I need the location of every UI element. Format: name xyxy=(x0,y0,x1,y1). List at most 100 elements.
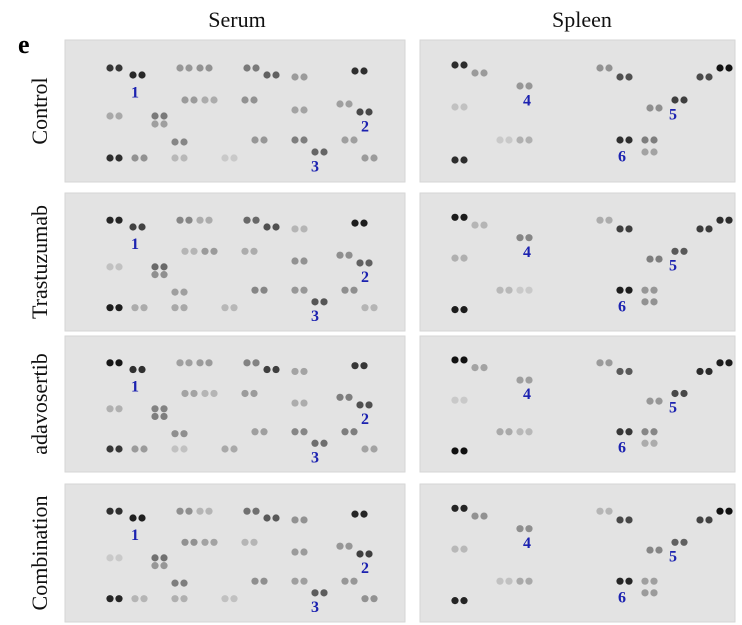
blot-spot xyxy=(370,445,377,452)
blot-spot xyxy=(705,73,712,80)
blot-spot xyxy=(370,304,377,311)
blot-spot xyxy=(272,71,279,78)
blot-panel: 123 xyxy=(65,193,405,331)
spot-number: 3 xyxy=(311,449,319,466)
blot-spot xyxy=(252,64,259,71)
spot-number: 3 xyxy=(311,599,319,616)
blot-spot xyxy=(451,597,458,604)
blot-spot xyxy=(160,271,167,278)
blot-spot xyxy=(370,595,377,602)
blot-spot xyxy=(596,217,603,224)
blot-spot xyxy=(365,550,372,557)
blot-spot xyxy=(138,223,145,230)
blot-spot xyxy=(605,64,612,71)
blot-spot xyxy=(360,362,367,369)
blot-spot xyxy=(291,548,298,555)
panel-label: e xyxy=(18,30,30,59)
blot-spot xyxy=(241,390,248,397)
blot-spot xyxy=(196,359,203,366)
blot-spot xyxy=(252,217,259,224)
spot-number: 2 xyxy=(361,119,369,136)
blot-spot xyxy=(650,578,657,585)
blot-spot xyxy=(160,112,167,119)
blot-spot xyxy=(129,366,136,373)
blot-spot xyxy=(625,225,632,232)
spot-number: 2 xyxy=(361,269,369,286)
spot-number: 1 xyxy=(131,85,139,102)
spot-number: 4 xyxy=(523,93,531,110)
blot-spot xyxy=(151,554,158,561)
blot-spot xyxy=(106,508,113,515)
blot-spot xyxy=(260,287,267,294)
blot-spot xyxy=(196,64,203,71)
blot-spot xyxy=(460,214,467,221)
blot-spot xyxy=(625,428,632,435)
blot-spot xyxy=(291,516,298,523)
blot-spot xyxy=(180,445,187,452)
blot-spot xyxy=(336,543,343,550)
blot-spot xyxy=(625,368,632,375)
blot-spot xyxy=(525,578,532,585)
blot-spot xyxy=(272,223,279,230)
blot-spot xyxy=(251,428,258,435)
spot-number: 1 xyxy=(131,236,139,253)
blot-spot xyxy=(641,578,648,585)
blot-spot xyxy=(460,61,467,68)
blot-spot xyxy=(131,445,138,452)
blot-spot xyxy=(291,136,298,143)
row-label: Control xyxy=(27,77,52,144)
blot-spot xyxy=(616,428,623,435)
blot-spot xyxy=(460,156,467,163)
blot-spot xyxy=(655,398,662,405)
blot-spot xyxy=(260,136,267,143)
blot-spot xyxy=(451,214,458,221)
blot-spot xyxy=(300,428,307,435)
blot-spot xyxy=(505,136,512,143)
blot-spot xyxy=(300,578,307,585)
blot-spot xyxy=(650,148,657,155)
blot-spot xyxy=(180,289,187,296)
blot-spot xyxy=(361,154,368,161)
spot-number: 1 xyxy=(131,527,139,544)
blot-spot xyxy=(115,112,122,119)
blot-spot xyxy=(365,401,372,408)
blot-spot xyxy=(221,445,228,452)
blot-spot xyxy=(180,430,187,437)
spot-number: 1 xyxy=(131,378,139,395)
blot-spot xyxy=(171,304,178,311)
blot-spot xyxy=(605,359,612,366)
blot-spot xyxy=(272,514,279,521)
blot-spot xyxy=(341,578,348,585)
blot-spot xyxy=(260,578,267,585)
blot-spot xyxy=(190,248,197,255)
blot-spot xyxy=(171,138,178,145)
blot-spot xyxy=(451,447,458,454)
blot-spot xyxy=(616,368,623,375)
blot-spot xyxy=(320,298,327,305)
blot-spot xyxy=(460,397,467,404)
blot-spot xyxy=(291,368,298,375)
blot-spot xyxy=(655,255,662,262)
blot-spot xyxy=(680,390,687,397)
blot-spot xyxy=(205,359,212,366)
blot-spot xyxy=(311,440,318,447)
column-header: Serum xyxy=(208,7,265,32)
blot-spot xyxy=(641,298,648,305)
blot-spot xyxy=(115,405,122,412)
blot-spot xyxy=(336,252,343,259)
blot-spot xyxy=(625,73,632,80)
blot-spot xyxy=(696,516,703,523)
blot-spot xyxy=(210,539,217,546)
blot-spot xyxy=(525,376,532,383)
blot-spot xyxy=(496,578,503,585)
blot-spot xyxy=(471,364,478,371)
blot-spot xyxy=(320,589,327,596)
blot-spot xyxy=(451,356,458,363)
blot-spot xyxy=(252,359,259,366)
blot-spot xyxy=(210,390,217,397)
blot-spot xyxy=(365,108,372,115)
blot-spot xyxy=(221,154,228,161)
blot-spot xyxy=(460,356,467,363)
blot-spot xyxy=(725,64,732,71)
blot-spot xyxy=(251,287,258,294)
